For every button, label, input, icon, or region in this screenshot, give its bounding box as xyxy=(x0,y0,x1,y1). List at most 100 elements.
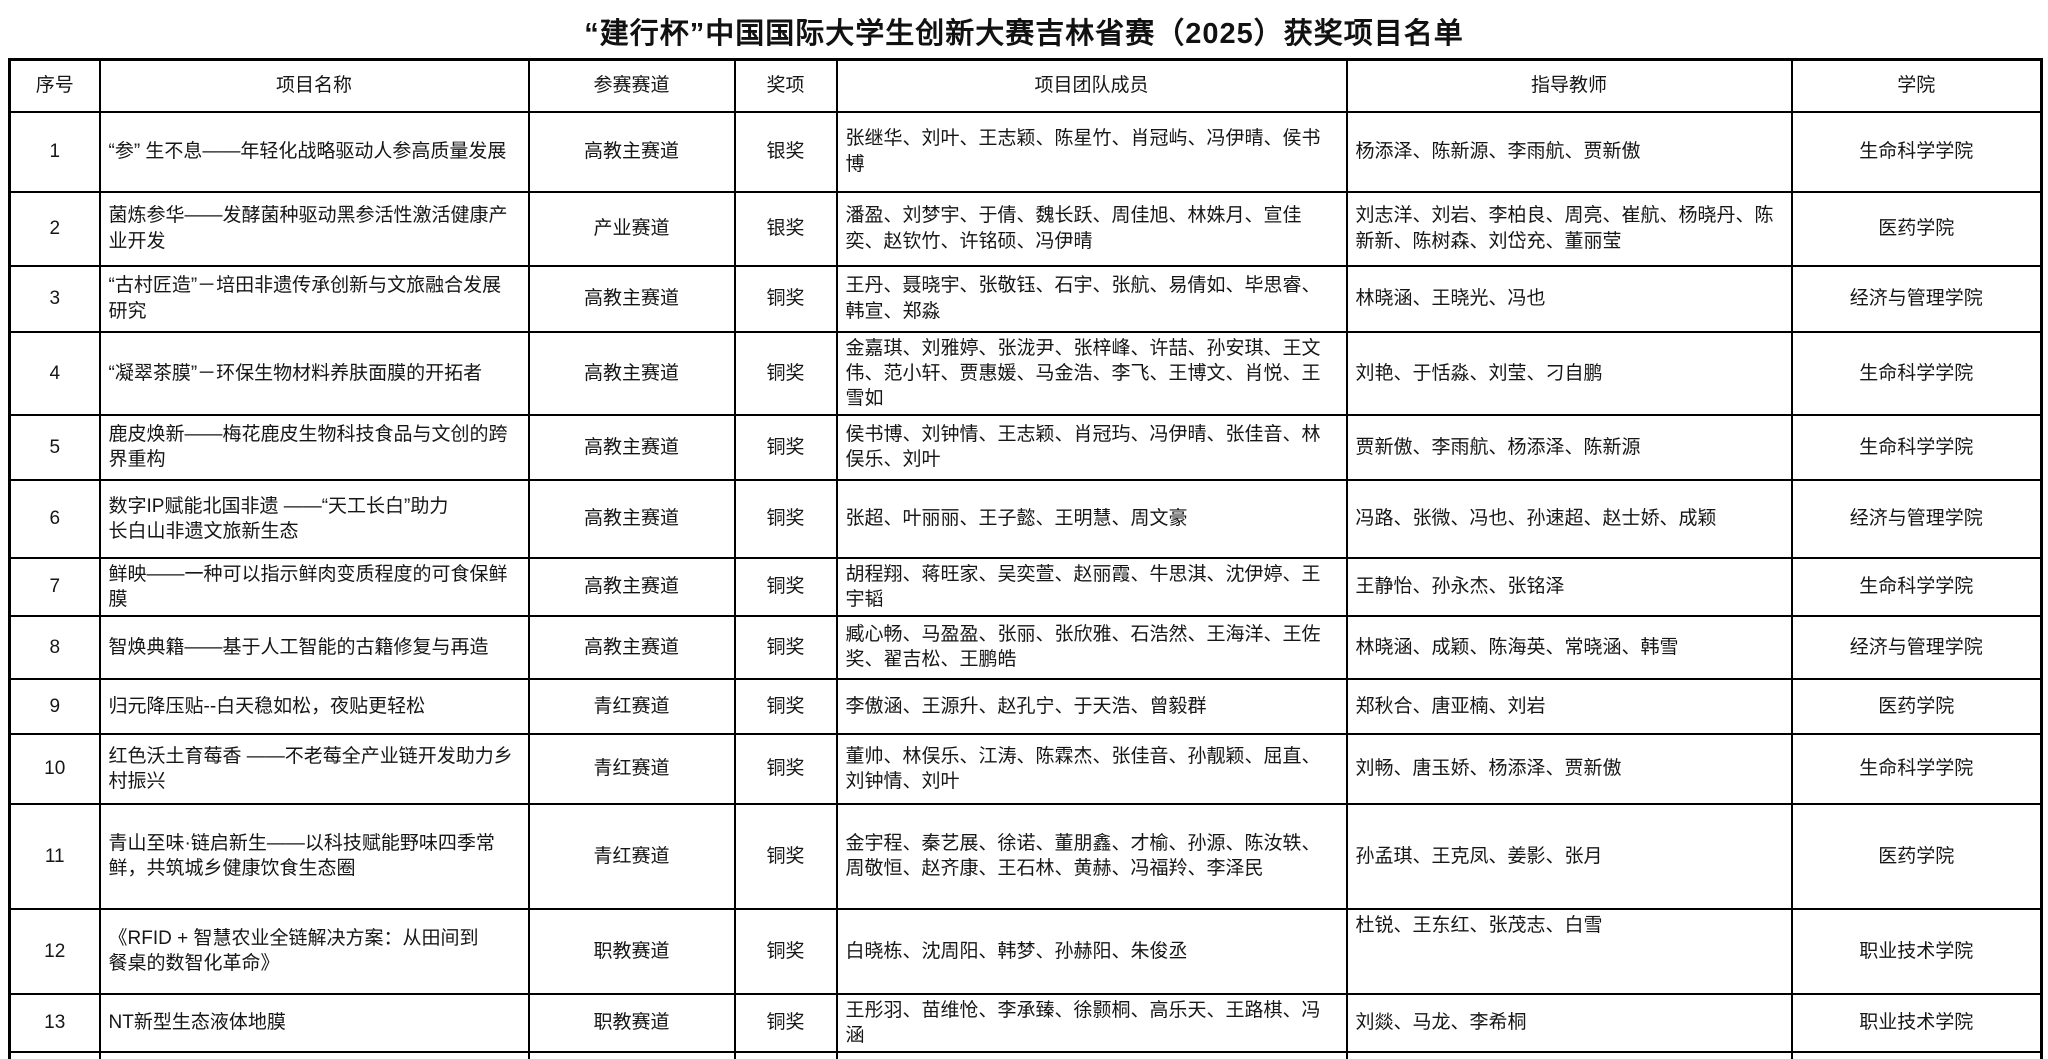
cell-advisors: 刘艳、于恬淼、刘莹、刁自鹏 xyxy=(1345,330,1793,416)
cell-college: 生命科学学院 xyxy=(1790,413,2043,481)
table-body: 1 “参” 生不息——年轻化战略驱动人参高质量发展 高教主赛道 银奖 张继华、刘… xyxy=(8,110,2043,1059)
table-row: 13 NT新型生态液体地膜 职教赛道 铜奖 王彤羽、苗维怆、李承臻、徐颢桐、高乐… xyxy=(8,992,2043,1054)
cell-project-name: 归元降压贴--白天稳如松，夜贴更轻松 xyxy=(98,677,530,735)
cell-project-name: 红色沃土育莓香 ——不老莓全产业链开发助力乡村振兴 xyxy=(98,732,530,805)
cell-serial-number: 3 xyxy=(8,264,101,333)
cell-team-members xyxy=(835,1051,1348,1059)
cell-track: 高教主赛道 xyxy=(527,556,736,617)
cell-advisors: 孙孟琪、王克凤、姜影、张月 xyxy=(1345,802,1793,910)
cell-team-members: 潘盈、刘梦宇、于倩、魏长跃、周佳旭、林姝月、宣佳奕、赵钦竹、许铭硕、冯伊晴 xyxy=(835,190,1348,267)
cell-project-name: NT新型生态液体地膜 xyxy=(98,992,530,1054)
cell-advisors xyxy=(1345,1051,1793,1059)
cell-team-members: 王彤羽、苗维怆、李承臻、徐颢桐、高乐天、王路棋、冯涵 xyxy=(835,992,1348,1054)
cell-team-members: 董帅、林俣乐、江涛、陈霖杰、张佳音、孙靓颖、屈直、刘钟情、刘叶 xyxy=(835,732,1348,805)
cell-college: 生命科学学院 xyxy=(1790,732,2043,805)
cell-advisors: 贾新傲、李雨航、杨添泽、陈新源 xyxy=(1345,413,1793,481)
cell-serial-number: 1 xyxy=(8,110,101,193)
cell-project-name: “凝翠茶膜”－环保生物材料养肤面膜的开拓者 xyxy=(98,330,530,416)
cell-award: 银奖 xyxy=(733,110,838,193)
cell-college: 生命科学学院 xyxy=(1790,556,2043,617)
cell-track: 青红赛道 xyxy=(527,677,736,735)
table-row: 8 智焕典籍——基于人工智能的古籍修复与再造 高教主赛道 铜奖 臧心畅、马盈盈、… xyxy=(8,614,2043,680)
cell-serial-number: 13 xyxy=(8,992,101,1054)
cell-track: 青红赛道 xyxy=(527,802,736,910)
header-serial-number: 序号 xyxy=(8,58,101,113)
cell-project-name: 智焕典籍——基于人工智能的古籍修复与再造 xyxy=(98,614,530,680)
cell-advisors: 林晓涵、成颖、陈海英、常晓涵、韩雪 xyxy=(1345,614,1793,680)
cell-project-name: 《RFID + 智慧农业全链解决方案：从田间到 餐桌的数智化革命》 xyxy=(98,907,530,995)
table-row: 2 菌炼参华——发酵菌种驱动黑参活性激活健康产业开发 产业赛道 银奖 潘盈、刘梦… xyxy=(8,190,2043,267)
header-project-name: 项目名称 xyxy=(98,58,530,113)
cell-team-members: 张超、叶丽丽、王子懿、王明慧、周文豪 xyxy=(835,478,1348,559)
cell-award: 铜奖 xyxy=(733,907,838,995)
header-team-members: 项目团队成员 xyxy=(835,58,1348,113)
cell-serial-number: 4 xyxy=(8,330,101,416)
cell-team-members: 金宇程、秦艺展、徐诺、董朋鑫、才榆、孙源、陈汝轶、周敬恒、赵齐康、王石林、黄赫、… xyxy=(835,802,1348,910)
cell-track: 高教主赛道 xyxy=(527,413,736,481)
cell-team-members: 侯书博、刘钟情、王志颖、肖冠玙、冯伊晴、张佳音、林俣乐、刘叶 xyxy=(835,413,1348,481)
cell-project-name: 青山至味·链启新生——以科技赋能野味四季常鲜，共筑城乡健康饮食生态圈 xyxy=(98,802,530,910)
cell-serial-number: 10 xyxy=(8,732,101,805)
cell-award: 铜奖 xyxy=(733,802,838,910)
cell-advisors: 杜锐、王东红、张茂志、白雪 xyxy=(1345,907,1793,995)
cell-track: 高教主赛道 xyxy=(527,330,736,416)
cell-award: 铜奖 xyxy=(733,992,838,1054)
cell-project-name: 数字IP赋能北国非遗 ——“天工长白”助力 长白山非遗文旅新生态 xyxy=(98,478,530,559)
cell-college: 职业技术学院 xyxy=(1790,907,2043,995)
cell-track: 高教主赛道 xyxy=(527,478,736,559)
cell-serial-number: 8 xyxy=(8,614,101,680)
cell-college: 医药学院 xyxy=(1790,190,2043,267)
cell-team-members: 胡程翔、蒋旺家、吴奕萱、赵丽霞、牛思淇、沈伊婷、王宇韬 xyxy=(835,556,1348,617)
cell-project-name xyxy=(98,1051,530,1059)
cell-college: 经济与管理学院 xyxy=(1790,478,2043,559)
cell-serial-number: 12 xyxy=(8,907,101,995)
cell-college: 医药学院 xyxy=(1790,802,2043,910)
cell-award: 铜奖 xyxy=(733,556,838,617)
table-row: 6 数字IP赋能北国非遗 ——“天工长白”助力 长白山非遗文旅新生态 高教主赛道… xyxy=(8,478,2043,559)
table-row: 10 红色沃土育莓香 ——不老莓全产业链开发助力乡村振兴 青红赛道 铜奖 董帅、… xyxy=(8,732,2043,805)
cell-track: 职教赛道 xyxy=(527,992,736,1054)
cell-serial-number xyxy=(8,1051,101,1059)
cell-serial-number: 5 xyxy=(8,413,101,481)
cell-track: 产业赛道 xyxy=(527,190,736,267)
cell-team-members: 金嘉琪、刘雅婷、张泷尹、张梓峰、许喆、孙安琪、王文伟、范小轩、贾惠媛、马金浩、李… xyxy=(835,330,1348,416)
table-row: 11 青山至味·链启新生——以科技赋能野味四季常鲜，共筑城乡健康饮食生态圈 青红… xyxy=(8,802,2043,910)
table-row: 4 “凝翠茶膜”－环保生物材料养肤面膜的开拓者 高教主赛道 铜奖 金嘉琪、刘雅婷… xyxy=(8,330,2043,416)
cell-project-name: 鲜映——一种可以指示鲜肉变质程度的可食保鲜膜 xyxy=(98,556,530,617)
page-title: “建行杯”中国国际大学生创新大赛吉林省赛（2025）获奖项目名单 xyxy=(584,18,1464,50)
cell-team-members: 白晓栋、沈周阳、韩梦、孙赫阳、朱俊丞 xyxy=(835,907,1348,995)
table-row: 7 鲜映——一种可以指示鲜肉变质程度的可食保鲜膜 高教主赛道 铜奖 胡程翔、蒋旺… xyxy=(8,556,2043,617)
cell-advisors: 林晓涵、王晓光、冯也 xyxy=(1345,264,1793,333)
cell-college: 职业技术学院 xyxy=(1790,992,2043,1054)
cell-serial-number: 2 xyxy=(8,190,101,267)
cell-advisors: 冯路、张微、冯也、孙速超、赵士娇、成颖 xyxy=(1345,478,1793,559)
cell-serial-number: 7 xyxy=(8,556,101,617)
cell-team-members: 王丹、聂晓宇、张敬钰、石宇、张航、易倩如、毕思睿、韩宣、郑淼 xyxy=(835,264,1348,333)
cell-college: 生命科学学院 xyxy=(1790,110,2043,193)
cell-project-name: “参” 生不息——年轻化战略驱动人参高质量发展 xyxy=(98,110,530,193)
cell-award: 银奖 xyxy=(733,190,838,267)
table-row: 5 鹿皮焕新——梅花鹿皮生物科技食品与文创的跨界重构 高教主赛道 铜奖 侯书博、… xyxy=(8,413,2043,481)
cell-advisors: 刘畅、唐玉娇、杨添泽、贾新傲 xyxy=(1345,732,1793,805)
header-row: 序号 项目名称 参赛赛道 奖项 项目团队成员 指导教师 学院 xyxy=(8,58,2043,113)
cell-award: 铜奖 xyxy=(733,677,838,735)
table-row: 12 《RFID + 智慧农业全链解决方案：从田间到 餐桌的数智化革命》 职教赛… xyxy=(8,907,2043,995)
cell-college: 经济与管理学院 xyxy=(1790,264,2043,333)
cell-serial-number: 6 xyxy=(8,478,101,559)
table-header: 序号 项目名称 参赛赛道 奖项 项目团队成员 指导教师 学院 xyxy=(8,58,2043,113)
cell-college: 生命科学学院 xyxy=(1790,330,2043,416)
header-advisors: 指导教师 xyxy=(1345,58,1793,113)
cell-track: 青红赛道 xyxy=(527,732,736,805)
cell-advisors: 杨添泽、陈新源、李雨航、贾新傲 xyxy=(1345,110,1793,193)
cell-project-name: 鹿皮焕新——梅花鹿皮生物科技食品与文创的跨界重构 xyxy=(98,413,530,481)
cell-track: 高教主赛道 xyxy=(527,614,736,680)
cell-award: 铜奖 xyxy=(733,614,838,680)
cell-award: 铜奖 xyxy=(733,413,838,481)
cell-serial-number: 9 xyxy=(8,677,101,735)
table-row: 3 “古村匠造”－培田非遗传承创新与文旅融合发展研究 高教主赛道 铜奖 王丹、聂… xyxy=(8,264,2043,333)
table-row: 1 “参” 生不息——年轻化战略驱动人参高质量发展 高教主赛道 银奖 张继华、刘… xyxy=(8,110,2043,193)
cell-project-name: 菌炼参华——发酵菌种驱动黑参活性激活健康产业开发 xyxy=(98,190,530,267)
cell-advisors: 刘志洋、刘岩、李柏良、周亮、崔航、杨晓丹、陈新新、陈树森、刘岱充、董丽莹 xyxy=(1345,190,1793,267)
cell-track: 高教主赛道 xyxy=(527,110,736,193)
